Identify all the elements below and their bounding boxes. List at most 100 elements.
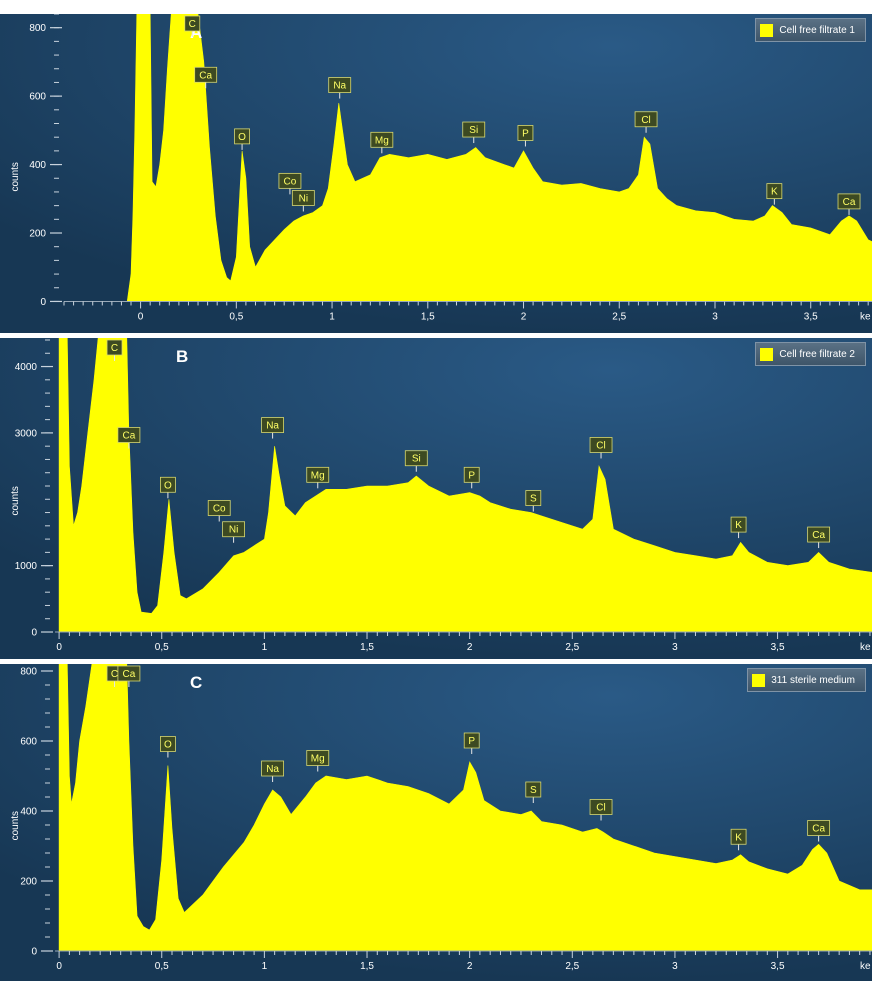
peak-label-cl[interactable]: Cl [634,111,658,133]
y-tick-label: 4000 [15,362,38,373]
peak-label-p[interactable]: P [463,466,480,489]
peak-label-mg[interactable]: Mg [306,466,330,489]
y-tick-label: 600 [20,737,37,748]
legend-label-b: Cell free filtrate 2 [779,348,855,360]
legend-b[interactable]: Cell free filtrate 2 [755,342,866,366]
svg-text:S: S [530,785,537,796]
peak-label-ca[interactable]: Ca [117,427,141,449]
x-tick-label: 1 [262,642,268,653]
peak-label-p[interactable]: P [463,732,480,754]
x-tick-label: 1,5 [360,642,374,653]
y-tick-label: 3000 [15,428,38,439]
peak-label-ni[interactable]: Ni [291,190,315,212]
peak-label-si[interactable]: Si [462,121,486,144]
peak-label-ni[interactable]: Ni [222,521,245,543]
peak-label-o[interactable]: O [160,736,176,758]
spectrum-area-b [58,338,872,633]
y-tick-label: 800 [29,23,46,34]
svg-text:P: P [522,128,529,139]
legend-c[interactable]: 311 sterile medium [747,668,866,692]
svg-text:P: P [468,470,475,481]
svg-text:Ni: Ni [299,193,308,204]
peak-label-cl[interactable]: Cl [589,437,613,459]
peak-label-ca[interactable]: Ca [807,526,831,549]
svg-text:K: K [735,832,742,843]
x-tick-label: 3,5 [771,961,785,972]
peak-label-s[interactable]: S [525,781,542,803]
peak-label-ca[interactable]: Ca [117,665,141,687]
x-axis-unit: ke [860,642,871,653]
y-axis-label: counts [10,486,21,515]
x-tick-label: 0 [56,642,62,653]
peak-label-na[interactable]: Na [328,77,352,99]
peak-label-k[interactable]: K [766,183,783,205]
x-tick-label: 2,5 [565,961,579,972]
x-tick-label: 2 [467,961,473,972]
y-tick-label: 400 [20,807,37,818]
svg-text:Ni: Ni [229,525,238,536]
peak-label-k[interactable]: K [730,828,747,851]
svg-text:S: S [530,494,537,505]
peak-label-ca[interactable]: Ca [837,193,861,215]
svg-text:Ca: Ca [812,530,825,541]
svg-text:Na: Na [266,421,279,432]
y-axis-label: counts [10,162,21,191]
peak-label-o[interactable]: O [160,476,176,499]
panel-letter-b: B [176,347,188,366]
x-tick-label: 1,5 [421,311,435,322]
y-tick-label: 0 [31,628,37,639]
y-tick-label: 800 [20,667,37,678]
spectrum-panel-b: 0 0,5 1 1,5 2 2,5 3 3,5 ke 0 1000 3000 4000 counts B C C… [0,338,872,659]
svg-text:Co: Co [284,176,297,187]
peak-label-k[interactable]: K [730,516,747,539]
x-tick-label: 0 [138,311,144,322]
spectrum-chart-b: 0 0,5 1 1,5 2 2,5 3 3,5 ke 0 1000 3000 4000 counts B C C… [0,338,872,659]
panel-letter-c: C [190,673,202,692]
peak-label-c[interactable]: C [184,15,201,37]
peak-label-si[interactable]: Si [404,450,428,472]
x-tick-label: 0 [56,961,62,972]
peak-label-co[interactable]: Co [207,500,231,522]
legend-swatch-b [760,347,774,361]
peak-label-na[interactable]: Na [261,760,284,782]
peak-label-mg[interactable]: Mg [370,131,394,154]
legend-swatch-c [752,673,766,687]
y-axis-label: counts [10,811,21,840]
svg-text:O: O [164,480,172,491]
x-tick-label: 2,5 [612,311,626,322]
svg-text:O: O [164,740,172,751]
svg-text:O: O [238,132,246,143]
svg-text:Mg: Mg [375,135,389,146]
peak-label-ca[interactable]: Ca [807,820,831,842]
x-tick-label: 1 [262,961,268,972]
peak-label-mg[interactable]: Mg [306,750,330,772]
legend-a[interactable]: Cell free filtrate 1 [755,18,866,42]
svg-text:Na: Na [333,81,346,92]
x-tick-label: 2 [521,311,527,322]
svg-text:K: K [735,520,742,531]
svg-text:C: C [111,343,118,354]
y-tick-label: 200 [29,229,46,240]
svg-text:Ca: Ca [812,824,825,835]
spectrum-panel-c: 0 0,5 1 1,5 2 2,5 3 3,5 ke 0 200 400 600 800 counts C C C… [0,664,872,981]
peak-label-c[interactable]: C [106,339,123,361]
x-tick-label: 0,5 [155,642,169,653]
y-tick-label: 400 [29,160,46,171]
peak-label-p[interactable]: P [517,125,534,147]
x-tick-label: 0,5 [229,311,243,322]
peak-label-ca[interactable]: Ca [194,66,218,89]
peak-label-s[interactable]: S [525,490,542,512]
peak-label-na[interactable]: Na [261,417,284,439]
peak-label-o[interactable]: O [234,128,250,150]
x-tick-label: 3,5 [804,311,818,322]
svg-text:Si: Si [412,454,421,465]
y-tick-label: 600 [29,92,46,103]
legend-label-c: 311 sterile medium [771,674,855,686]
svg-text:Cl: Cl [596,803,605,814]
peak-label-co[interactable]: Co [278,172,302,195]
svg-text:C: C [111,669,118,680]
spectrum-chart-a: 0 0,5 1 1,5 2 2,5 3 3,5 ke0200400600800countsACC… [0,14,872,333]
svg-text:P: P [468,736,475,747]
peak-label-cl[interactable]: Cl [589,799,613,821]
x-axis-unit: ke [860,961,871,972]
